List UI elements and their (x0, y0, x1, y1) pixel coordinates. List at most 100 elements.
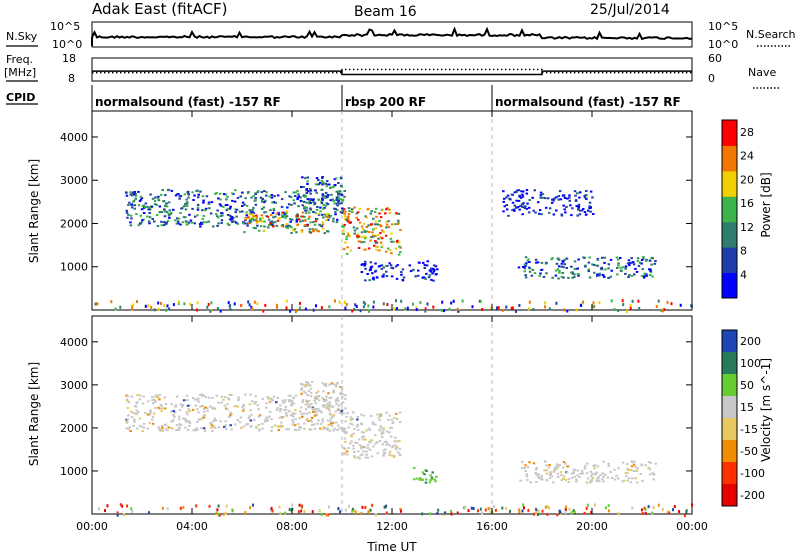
echo-cell (134, 405, 137, 408)
echo-cell (609, 258, 613, 261)
echo-cell (436, 268, 439, 271)
echo-cell (252, 215, 255, 217)
echo-cell (283, 215, 286, 218)
echo-cell (135, 412, 138, 415)
echo-cell (317, 179, 320, 182)
echo-cell (130, 217, 133, 220)
echo-cell (390, 275, 394, 278)
echo-cell (291, 218, 294, 221)
speckle-cell (328, 505, 330, 509)
echo-cell (342, 232, 345, 235)
echo-cell (137, 190, 140, 193)
echo-cell (643, 272, 646, 275)
echo-cell (289, 414, 293, 417)
echo-cell (337, 200, 340, 202)
echo-cell (596, 264, 600, 267)
echo-cell (638, 261, 642, 264)
echo-cell (185, 411, 189, 414)
nave-label: Nave (748, 66, 776, 79)
echo-cell (334, 208, 337, 211)
echo-cell (312, 221, 315, 224)
echo-cell (248, 403, 252, 406)
echo-cell (242, 222, 245, 225)
echo-cell (284, 412, 288, 414)
echo-cell (138, 200, 142, 202)
echo-cell (379, 413, 383, 416)
echo-cell (385, 223, 389, 226)
echo-cell (378, 413, 381, 416)
speckle-cell (244, 511, 247, 515)
echo-cell (322, 399, 326, 402)
echo-cell (307, 190, 310, 193)
echo-cell (556, 257, 560, 260)
echo-cell (326, 212, 330, 215)
echo-cell (636, 467, 639, 470)
echo-cell (225, 428, 228, 431)
echo-cell (322, 216, 325, 219)
echo-cell (131, 194, 134, 197)
echo-cell (272, 207, 275, 210)
echo-cell (239, 416, 243, 419)
echo-cell (326, 180, 329, 183)
echo-cell (389, 264, 393, 267)
freq-panel (91, 57, 693, 82)
echo-cell (621, 480, 624, 483)
speckle-cell (130, 507, 133, 511)
echo-cell (311, 199, 315, 201)
echo-cell (218, 192, 222, 195)
speckle-cell (400, 299, 403, 303)
echo-cell (154, 196, 157, 199)
echo-cell (348, 210, 351, 212)
speckle-cell (655, 304, 658, 308)
echo-cell (394, 448, 398, 451)
beam-label: Beam 16 (354, 4, 417, 20)
echo-cell (300, 392, 303, 395)
echo-cell (360, 422, 363, 425)
echo-cell (370, 235, 373, 238)
echo-cell (289, 218, 292, 221)
echo-cell (382, 273, 385, 276)
echo-cell (627, 477, 631, 480)
echo-cell (360, 447, 363, 450)
echo-cell (427, 276, 431, 279)
echo-cell (167, 201, 171, 204)
echo-cell (394, 247, 398, 250)
echo-cell (368, 279, 371, 282)
echo-cell (299, 196, 302, 199)
echo-cell (298, 218, 301, 221)
echo-cell (603, 256, 606, 259)
echo-cell (127, 427, 130, 430)
echo-cell (271, 221, 275, 224)
echo-cell (378, 419, 381, 421)
echo-cell (226, 403, 229, 406)
echo-cell (225, 209, 229, 212)
echo-cell (598, 480, 601, 483)
echo-cell (394, 446, 398, 449)
echo-cell (142, 395, 145, 398)
echo-cell (332, 186, 335, 188)
echo-cell (187, 196, 190, 199)
echo-cell (229, 214, 232, 217)
echo-cell (308, 228, 312, 231)
echo-cell (647, 461, 651, 464)
echo-cell (216, 224, 219, 227)
echo-cell (545, 469, 548, 472)
echo-cell (226, 208, 230, 210)
echo-cell (327, 405, 330, 408)
echo-cell (393, 440, 397, 443)
echo-cell (244, 197, 247, 200)
echo-cell (413, 478, 416, 481)
colorbar-swatch (722, 272, 737, 299)
echo-cell (399, 421, 402, 424)
echo-cell (329, 413, 332, 416)
echo-cell (317, 394, 321, 397)
echo-cell (313, 396, 317, 399)
echo-cell (272, 209, 276, 212)
echo-cell (130, 395, 134, 398)
echo-cell (241, 191, 244, 194)
echo-cell (524, 274, 527, 277)
echo-cell (301, 401, 304, 403)
echo-cell (342, 225, 345, 228)
echo-cell (343, 447, 346, 450)
echo-cell (296, 198, 299, 201)
